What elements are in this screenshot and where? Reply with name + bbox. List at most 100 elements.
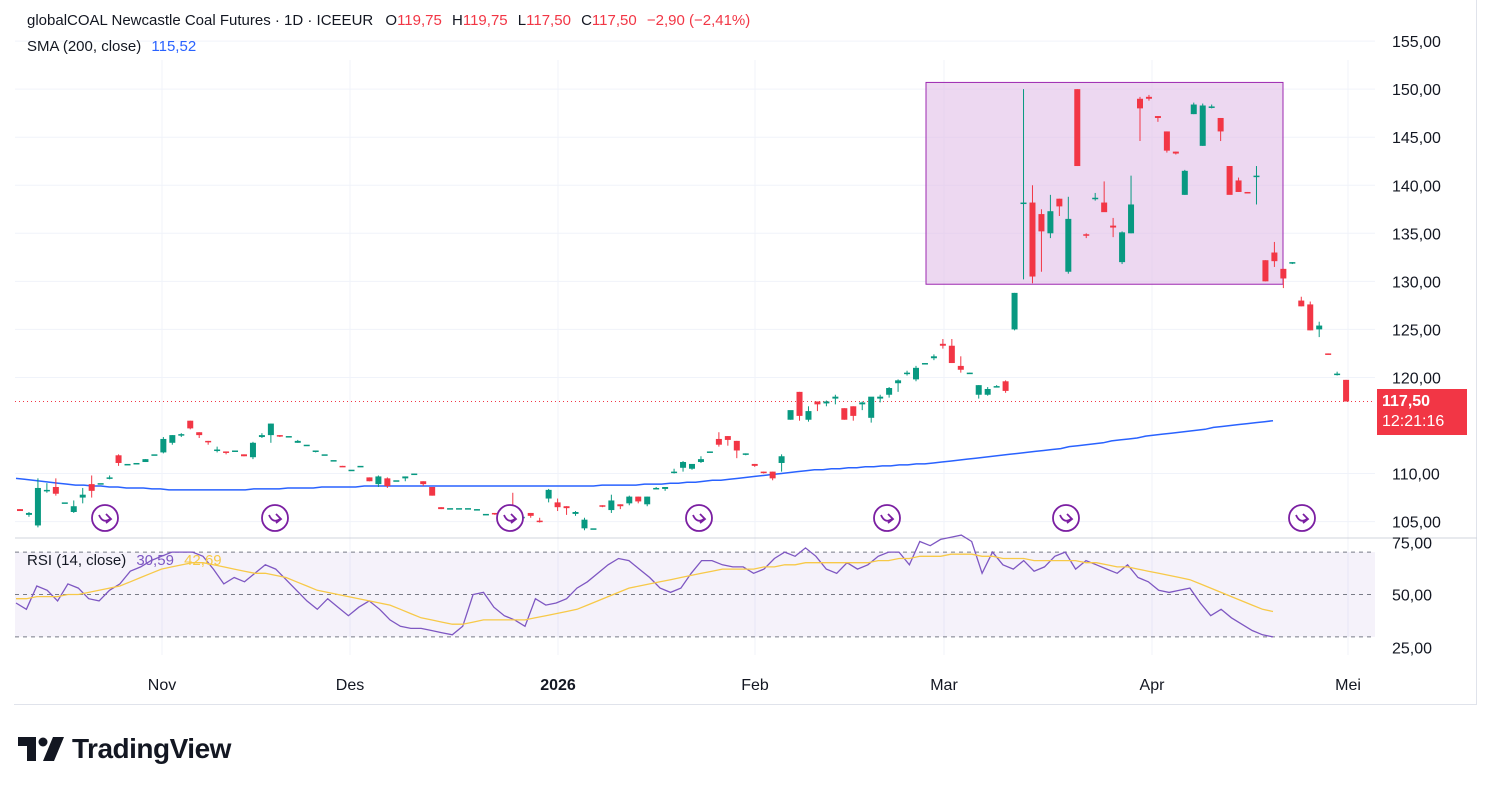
candle [1029,185,1036,284]
dividend-marker-arrow [503,513,518,524]
time-tick-label: Mar [930,677,958,694]
candle [70,500,77,513]
candle [733,440,740,459]
candle-body [1208,106,1215,108]
candle [1020,89,1027,280]
candle-body [294,440,301,443]
candle [411,473,418,476]
candle [223,451,230,455]
candle [778,454,785,472]
candle-body [948,345,955,364]
dividend-marker-circle [91,504,119,532]
sma-legend[interactable]: SMA (200, close) 115,52 [27,38,196,55]
candle-body [303,444,310,447]
price-tick-label: 110,00 [1392,467,1440,484]
candle-body [1047,211,1054,234]
candle-body [913,367,919,380]
candle-body [1226,166,1233,195]
symbol-title[interactable]: globalCOAL Newcastle Coal Futures · 1D ·… [27,12,374,29]
candle [841,408,848,420]
candle-body [868,396,875,418]
rsi-legend[interactable]: RSI (14, close) 30,59 42,69 [27,552,222,569]
rsi-ma-line [16,553,1274,625]
dividend-marker-circle [873,504,901,532]
candle-body [1020,202,1027,205]
candle-body [680,462,687,468]
candle-body [939,343,946,346]
candle [868,396,875,423]
candle-body [1137,98,1143,109]
candle [61,502,68,504]
candle-body [904,372,911,375]
tradingview-logo-icon [18,737,64,761]
candle [1271,241,1278,267]
candle [1137,96,1143,142]
candle [671,468,678,474]
candle [294,439,301,443]
candle-body [1289,262,1296,264]
candle [79,487,86,504]
candle-body [276,435,283,437]
candle-body [1181,170,1188,195]
candle-body [285,436,292,438]
candle [895,379,902,392]
rsi-line [15,534,1274,638]
candle-body [1074,89,1081,167]
candle-body [1316,325,1323,330]
high-value: 119,75 [462,12,508,29]
candle [97,483,104,485]
chart-area[interactable] [14,0,1477,705]
dividend-marker-icon [496,504,524,532]
dividend-marker-arrow [692,513,707,524]
candle-body [626,496,633,504]
time-tick-label: Nov [148,677,176,694]
candle-body [581,519,588,529]
candle-body [465,508,471,510]
candle-body [653,487,660,490]
dividend-marker-icon [91,504,119,532]
rsi-tick-label: 25,00 [1392,641,1432,658]
candle-body [402,476,409,479]
candle-body [724,436,731,440]
candle-body [706,451,713,453]
candle-body [733,440,740,451]
candle [680,461,687,472]
candle [465,508,471,510]
candle [1065,196,1072,274]
candle [124,463,131,466]
candle-body [187,420,194,429]
candle-body [850,406,857,416]
chart-canvas[interactable]: 155,00 150,00 145,00 140,00 135,00 130,00 125,… [0,0,1491,704]
candle [635,496,642,504]
candle-body [61,502,68,504]
sma-value: 115,52 [151,38,197,55]
candle-body [1190,104,1197,115]
tradingview-logo[interactable]: TradingView [18,732,231,766]
candle [993,385,1000,388]
candle [1110,217,1117,238]
candle-body [25,512,32,515]
candle-body [312,450,319,452]
candle-body [205,440,212,443]
candle-body [1110,225,1117,228]
candle-body [921,363,928,365]
candle [88,475,95,498]
candle [1325,353,1332,355]
dividend-marker-icon [685,504,713,532]
candle-body [563,506,570,509]
candle-body [241,454,247,457]
candle-body [1235,180,1242,192]
candle [1172,151,1179,155]
rsi-ma-value: 42,69 [184,552,222,569]
candle [321,454,328,456]
candle [285,436,292,438]
candle-body [1262,260,1269,282]
candle-body [930,356,937,359]
candle-body [491,512,498,515]
candle [17,509,23,512]
candle [456,508,463,510]
candle [375,475,382,488]
candle-body [787,410,794,420]
close-value: 117,50 [591,12,637,29]
dividend-marker-arrow [268,513,283,524]
